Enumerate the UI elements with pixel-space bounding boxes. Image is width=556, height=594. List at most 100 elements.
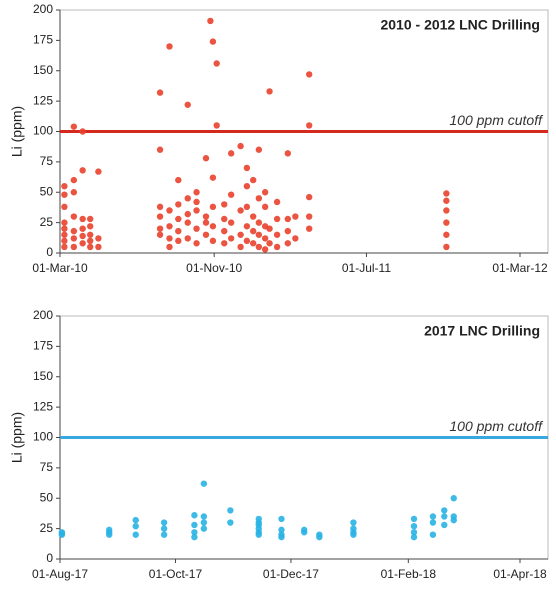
data-point bbox=[175, 227, 182, 235]
data-point bbox=[273, 215, 281, 223]
data-point bbox=[255, 146, 263, 153]
data-point bbox=[221, 240, 228, 247]
data-point bbox=[305, 193, 313, 201]
data-point bbox=[249, 240, 257, 247]
data-point bbox=[70, 176, 78, 184]
y-tick-label: 150 bbox=[33, 369, 53, 383]
y-tick-label: 100 bbox=[33, 124, 53, 138]
data-point bbox=[255, 231, 263, 238]
data-point bbox=[441, 507, 448, 514]
data-point bbox=[202, 231, 210, 238]
data-point bbox=[193, 207, 200, 214]
data-point bbox=[227, 519, 234, 526]
data-point bbox=[87, 237, 94, 245]
data-point bbox=[193, 225, 200, 232]
data-point bbox=[70, 227, 78, 235]
data-point bbox=[266, 88, 273, 95]
data-point bbox=[61, 219, 68, 226]
data-point bbox=[227, 191, 235, 198]
chart-title: 2010 - 2012 LNC Drilling bbox=[380, 17, 540, 33]
data-point bbox=[193, 189, 200, 196]
data-point bbox=[305, 213, 313, 220]
data-point bbox=[184, 195, 191, 202]
data-point bbox=[132, 516, 139, 524]
data-point bbox=[209, 38, 217, 45]
data-point bbox=[292, 213, 299, 220]
data-point bbox=[255, 243, 263, 251]
y-tick-label: 175 bbox=[33, 339, 53, 353]
data-point bbox=[79, 128, 86, 135]
data-point bbox=[266, 225, 273, 232]
data-point bbox=[261, 235, 269, 242]
y-tick-label: 200 bbox=[33, 2, 53, 16]
data-point bbox=[237, 231, 244, 238]
data-point bbox=[227, 507, 234, 514]
data-point bbox=[278, 526, 285, 534]
data-point bbox=[156, 203, 164, 211]
data-point bbox=[61, 182, 68, 190]
data-point bbox=[213, 60, 220, 67]
data-point bbox=[191, 529, 198, 536]
x-tick-label: 01-Dec-17 bbox=[263, 567, 319, 581]
data-point bbox=[166, 207, 173, 214]
data-point bbox=[305, 225, 313, 232]
data-point bbox=[410, 515, 418, 523]
data-point bbox=[410, 522, 418, 530]
y-tick-label: 75 bbox=[40, 154, 54, 168]
data-point bbox=[227, 150, 235, 157]
data-point bbox=[184, 210, 191, 218]
data-point bbox=[429, 531, 437, 538]
y-tick-label: 25 bbox=[40, 521, 54, 535]
x-tick-label: 01-Oct-17 bbox=[149, 567, 203, 581]
data-point bbox=[166, 223, 173, 230]
data-point bbox=[300, 526, 308, 534]
data-point bbox=[249, 227, 257, 235]
data-point bbox=[184, 101, 191, 108]
data-point bbox=[249, 176, 257, 184]
y-tick-label: 200 bbox=[33, 308, 53, 322]
y-tick-label: 125 bbox=[33, 93, 53, 107]
data-point bbox=[156, 231, 164, 238]
data-point bbox=[450, 513, 457, 520]
data-point bbox=[166, 243, 173, 251]
data-point bbox=[87, 223, 94, 230]
data-point bbox=[237, 207, 244, 214]
data-point bbox=[237, 142, 244, 150]
data-point bbox=[243, 223, 251, 230]
data-point bbox=[58, 529, 66, 536]
data-point bbox=[79, 240, 86, 247]
data-point bbox=[209, 223, 217, 230]
data-point bbox=[191, 512, 198, 519]
chart-title: 2017 LNC Drilling bbox=[424, 323, 540, 339]
data-point bbox=[209, 174, 217, 181]
data-point bbox=[70, 213, 78, 220]
data-point bbox=[61, 225, 68, 232]
y-tick-label: 0 bbox=[46, 245, 53, 259]
data-point bbox=[255, 219, 263, 226]
data-point bbox=[156, 225, 164, 232]
data-point bbox=[160, 519, 168, 526]
data-point bbox=[443, 207, 450, 214]
data-point bbox=[213, 122, 220, 129]
x-tick-label: 01-Mar-10 bbox=[32, 261, 88, 275]
data-point bbox=[278, 515, 285, 523]
data-point bbox=[79, 225, 86, 232]
data-point bbox=[443, 243, 450, 251]
data-point bbox=[61, 191, 68, 198]
data-point bbox=[132, 522, 139, 530]
data-point bbox=[191, 533, 198, 541]
data-point bbox=[443, 219, 450, 226]
data-point bbox=[184, 235, 191, 242]
data-point bbox=[243, 203, 251, 211]
y-tick-label: 50 bbox=[40, 184, 54, 198]
data-point bbox=[79, 215, 86, 223]
y-tick-label: 100 bbox=[33, 430, 53, 444]
data-point bbox=[200, 480, 208, 487]
data-point bbox=[200, 525, 208, 532]
data-point bbox=[70, 189, 78, 196]
data-point bbox=[202, 213, 210, 220]
data-point bbox=[193, 198, 200, 206]
data-point bbox=[441, 513, 448, 520]
